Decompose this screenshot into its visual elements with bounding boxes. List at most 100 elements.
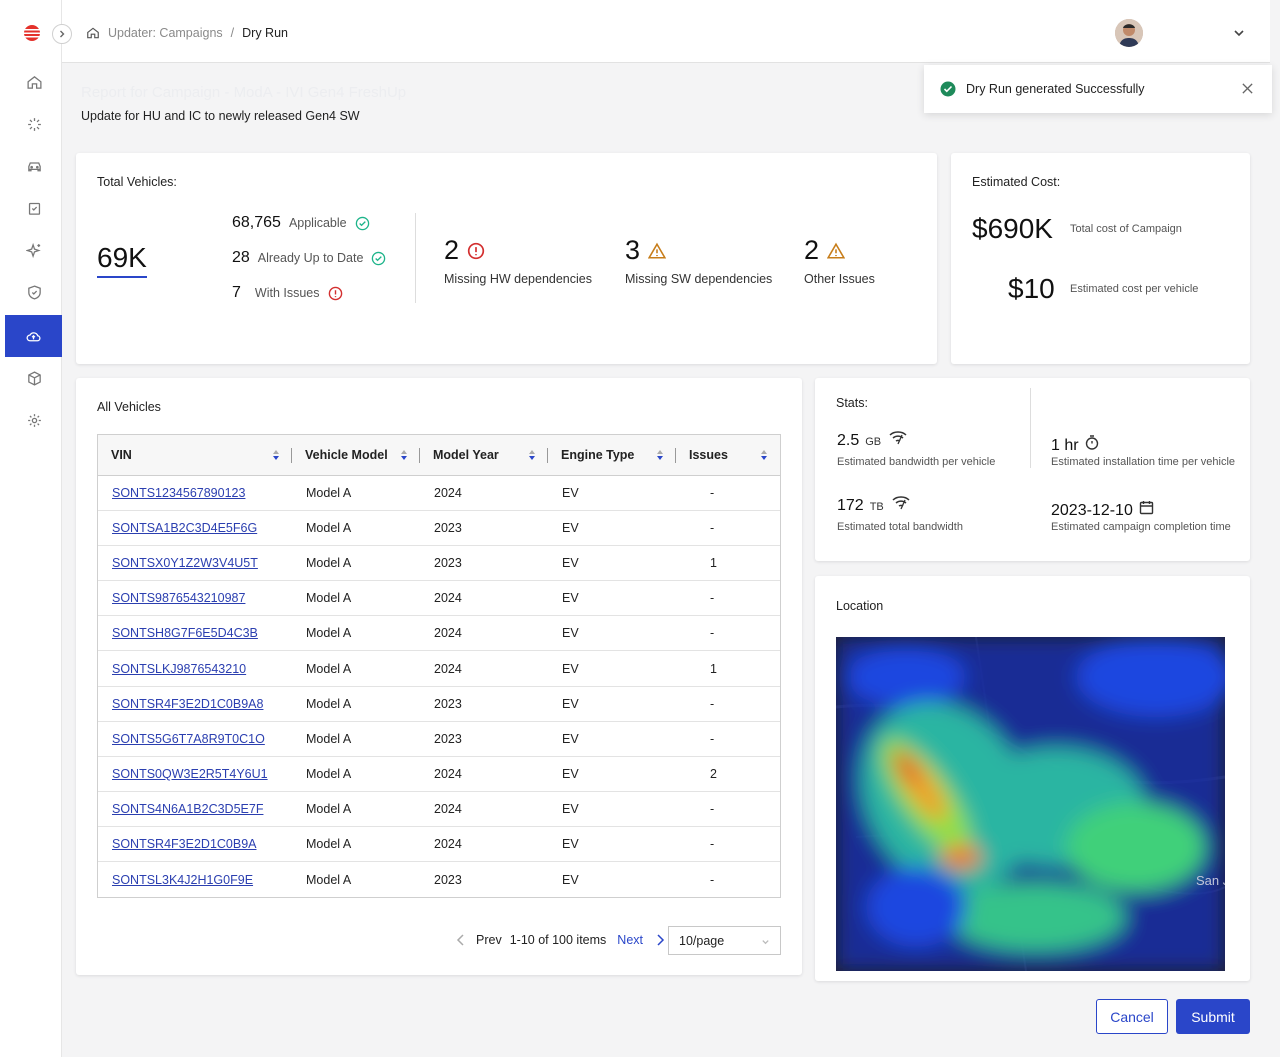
chevron-right-icon[interactable] [655,933,665,947]
table-body: SONTS1234567890123 Model A 2024 EV - SONTSA1B… [98,476,780,897]
top-header: Updater: Campaigns / Dry Run [62,0,1270,63]
table-cell: EV [548,591,676,605]
prev-button[interactable]: Prev [476,933,502,947]
column-vehicle-model-label: Vehicle Model [305,448,388,462]
breadcrumb-dry-run: Dry Run [242,26,288,40]
next-button[interactable]: Next [617,933,643,947]
table-row[interactable]: SONTS1234567890123 Model A 2024 EV - [98,476,780,512]
vehicle-model-cell: Model A [306,661,352,676]
model-year-cell: 2023 [434,521,462,536]
engine-type-cell: EV [562,591,579,606]
nav-packages[interactable] [6,358,62,398]
nav-tasks[interactable] [6,188,62,228]
nav-security[interactable] [6,272,62,312]
table-row[interactable]: SONTSA1B2C3D4E5F6G Model A 2023 EV - [98,511,780,547]
model-year-cell: 2024 [434,661,462,676]
chevron-down-icon [762,940,769,945]
divider [415,213,416,303]
engine-type-cell: EV [562,521,579,536]
column-vin-label: VIN [111,448,132,462]
table-cell: Model A [292,626,420,640]
table-row[interactable]: SONTS0QW3E2R5T4Y6U1 Model A 2024 EV 2 [98,757,780,792]
table-row[interactable]: SONTSH8G7F6E5D4C3B Model A 2024 EV - [98,616,780,652]
sort-icon[interactable] [656,449,664,461]
column-issues[interactable]: Issues [676,435,780,476]
table-cell: SONTSLKJ9876543210 [98,662,292,676]
table-cell: 1 [676,556,780,570]
column-engine-type-label: Engine Type [561,448,635,462]
stats-title: Stats: [836,396,868,410]
table-row[interactable]: SONTSR4F3E2D1C0B9A Model A 2024 EV - [98,827,780,863]
table-row[interactable]: SONTS9876543210987 Model A 2024 EV - [98,581,780,617]
vin-link[interactable]: SONTS1234567890123 [112,486,246,501]
brand-logo-icon[interactable] [22,23,42,43]
heatmap-graphic: San J [836,637,1225,971]
engine-type-cell: EV [562,731,579,746]
column-vehicle-model[interactable]: Vehicle Model [292,435,420,476]
nav-loader[interactable] [6,104,62,144]
total-bandwidth-label: Estimated total bandwidth [837,521,963,533]
table-cell: Model A [292,802,420,816]
sort-icon[interactable] [760,449,768,461]
shield-icon [27,284,41,300]
table-row[interactable]: SONTS5G6T7A8R9T0C1O Model A 2023 EV - [98,722,780,757]
page-title: Report for Campaign - ModA - IVI Gen4 Fr… [81,84,407,101]
total-bandwidth-value: 172 [837,497,864,514]
missing-hw-label: Missing HW dependencies [444,272,592,286]
nav-vehicles[interactable] [6,146,62,186]
nav-ai[interactable] [6,230,62,270]
sort-icon[interactable] [272,449,280,461]
table-cell: 2024 [420,486,548,500]
heatmap[interactable]: San J [836,637,1225,971]
completion-date: 2023-12-10 [1051,500,1154,520]
package-icon [27,370,41,386]
table-row[interactable]: SONTSR4F3E2D1C0B9A8 Model A 2023 EV - [98,687,780,722]
checklist-icon [28,202,40,215]
vin-link[interactable]: SONTSA1B2C3D4E5F6G [112,521,258,536]
table-cell: SONTSA1B2C3D4E5F6G [98,521,292,535]
column-model-year[interactable]: Model Year [420,435,548,476]
cancel-button[interactable]: Cancel [1096,999,1168,1034]
vin-link[interactable]: SONTSR4F3E2D1C0B9A8 [112,696,264,711]
chevron-left-icon[interactable] [456,933,466,947]
page-size-select[interactable]: 10/page [668,926,781,955]
vin-link[interactable]: SONTS5G6T7A8R9T0C1O [112,731,265,746]
table-row[interactable]: SONTSLKJ9876543210 Model A 2024 EV 1 [98,651,780,687]
table-row[interactable]: SONTSL3K4J2H1G0F9E Model A 2023 EV - [98,862,780,897]
nav-home[interactable] [6,62,62,102]
sort-icon[interactable] [400,449,408,461]
vin-link[interactable]: SONTS9876543210987 [112,591,246,606]
table-row[interactable]: SONTSX0Y1Z2W3V4U5T Model A 2023 EV 1 [98,546,780,582]
vin-link[interactable]: SONTSH8G7F6E5D4C3B [112,626,258,641]
submit-button[interactable]: Submit [1176,999,1250,1034]
vin-link[interactable]: SONTSLKJ9876543210 [112,661,247,676]
table-cell: 2023 [420,521,548,535]
avatar[interactable] [1115,19,1143,47]
column-engine-type[interactable]: Engine Type [548,435,676,476]
nav-settings[interactable] [6,400,62,440]
home-icon[interactable] [86,26,100,40]
vin-link[interactable]: SONTSL3K4J2H1G0F9E [112,872,254,887]
column-vin[interactable]: VIN [98,435,292,476]
model-year-cell: 2023 [434,696,462,711]
missing-sw-block: 3 Missing SW dependencies [625,235,772,286]
table-cell: 2024 [420,802,548,816]
vin-link[interactable]: SONTSR4F3E2D1C0B9A [112,836,257,851]
vin-link[interactable]: SONTS0QW3E2R5T4Y6U1 [112,766,268,781]
nav-updater[interactable] [5,315,62,357]
table-row[interactable]: SONTS4N6A1B2C3D5E7F Model A 2024 EV - [98,792,780,827]
breadcrumb-campaigns[interactable]: Updater: Campaigns [108,26,223,40]
vehicle-model-cell: Model A [306,696,352,711]
vin-link[interactable]: SONTS4N6A1B2C3D5E7F [112,801,264,816]
sort-icon[interactable] [528,449,536,461]
success-toast: Dry Run generated Successfully [924,65,1272,113]
vin-link[interactable]: SONTSX0Y1Z2W3V4U5T [112,556,258,571]
chevron-right-icon [60,30,65,38]
table-cell: - [676,486,780,500]
expand-sidebar-button[interactable] [52,24,72,44]
all-vehicles-card: All Vehicles VIN Vehicle Model Model Yea… [76,378,802,975]
table-cell: SONTSH8G7F6E5D4C3B [98,626,292,640]
close-icon[interactable] [1241,82,1254,95]
breadcrumb: Updater: Campaigns / Dry Run [86,26,288,40]
chevron-down-icon[interactable] [1232,26,1246,40]
